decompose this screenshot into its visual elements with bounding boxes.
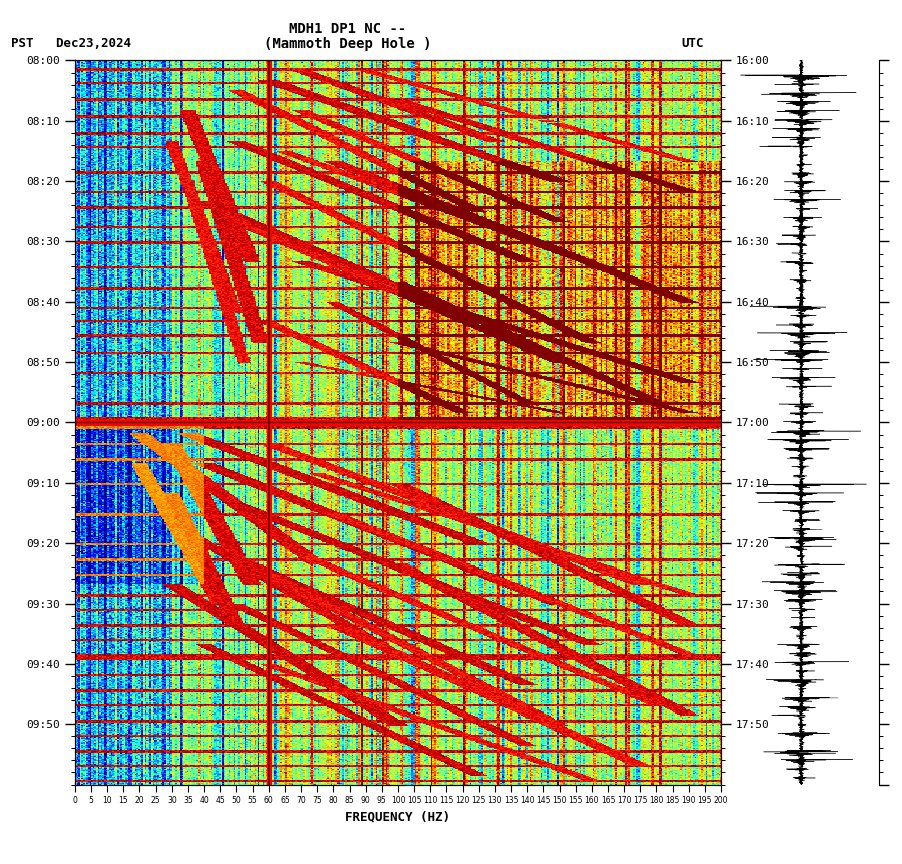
Text: (Mammoth Deep Hole ): (Mammoth Deep Hole ) xyxy=(263,37,431,51)
Text: PST   Dec23,2024: PST Dec23,2024 xyxy=(11,37,131,50)
Text: MDH1 DP1 NC --: MDH1 DP1 NC -- xyxy=(289,22,406,35)
Text: UTC: UTC xyxy=(681,37,704,50)
X-axis label: FREQUENCY (HZ): FREQUENCY (HZ) xyxy=(345,811,450,824)
